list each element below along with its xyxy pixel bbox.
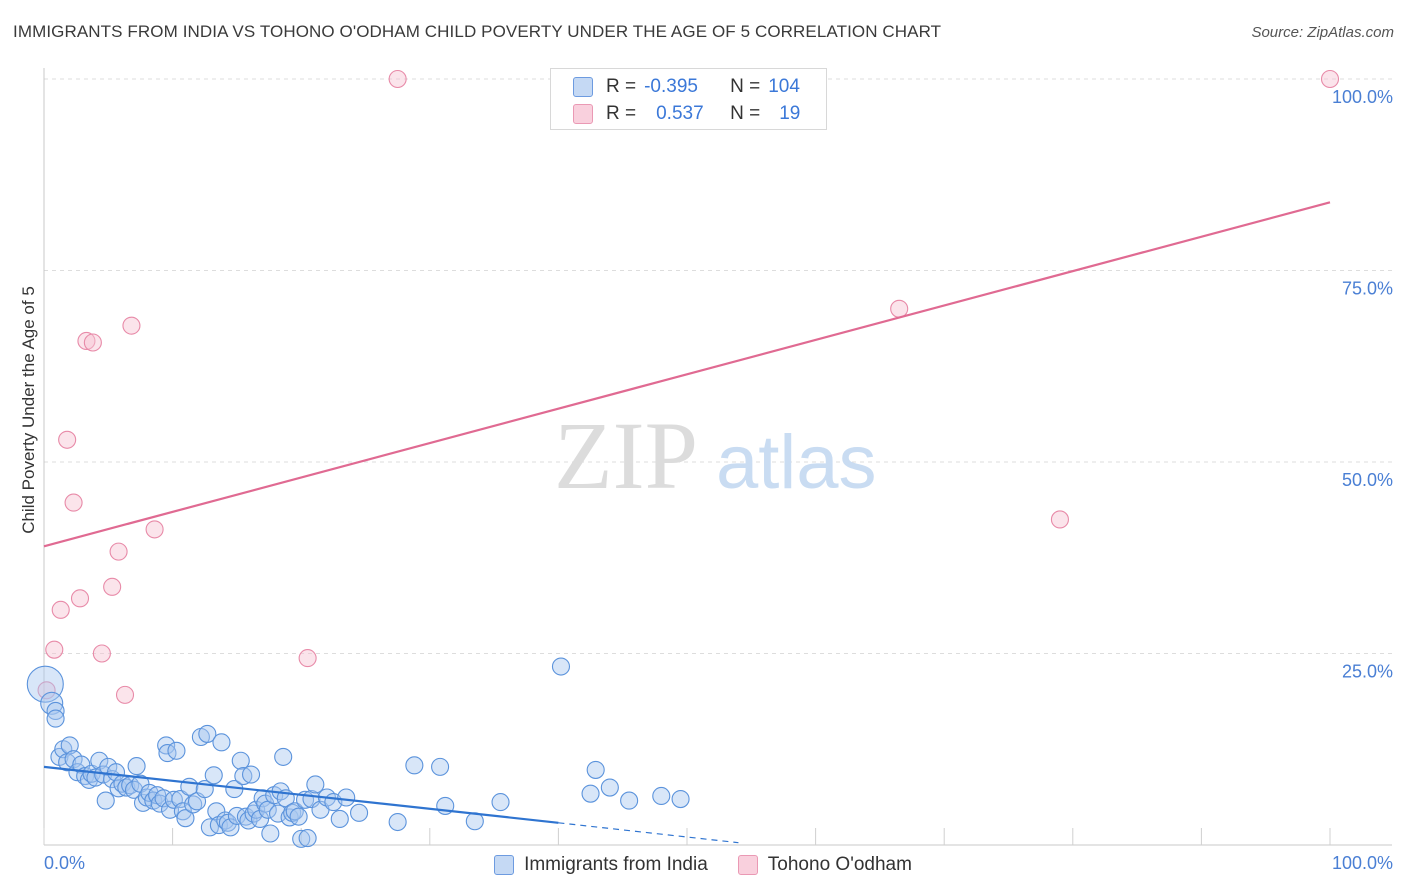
point-tohono [890, 299, 909, 318]
n-label: N = [730, 76, 761, 97]
x-tick-label: 100.0% [1332, 853, 1393, 873]
point-tohono [1050, 510, 1069, 529]
point-india [388, 812, 407, 832]
point-india [298, 829, 317, 848]
points-layer [26, 69, 1340, 848]
point-india [491, 793, 510, 812]
r-label: R = [606, 103, 637, 124]
series-legend: Immigrants from India Tohono O'odham [0, 852, 1406, 878]
trendline-tohono [43, 201, 1331, 548]
point-tohono [51, 600, 70, 619]
chart-title: IMMIGRANTS FROM INDIA VS TOHONO O'ODHAM … [13, 22, 942, 41]
n-label: N = [730, 103, 761, 124]
point-tohono [298, 649, 317, 668]
point-india [405, 756, 424, 775]
point-tohono [1320, 69, 1340, 89]
point-india [204, 766, 223, 785]
point-tohono [70, 589, 90, 608]
n-value: 104 [768, 76, 800, 97]
trend-layer [43, 201, 1331, 844]
point-tohono [45, 640, 64, 659]
r-value: 0.537 [656, 103, 704, 124]
legend-item-tohono: Tohono O'odham [737, 854, 912, 876]
point-tohono [115, 685, 135, 704]
point-india [127, 757, 146, 776]
point-india [212, 733, 231, 752]
point-india [176, 809, 195, 828]
point-india [581, 784, 600, 803]
point-india [96, 791, 115, 810]
point-tohono [77, 331, 96, 351]
legend-label-india: Immigrants from India [524, 854, 708, 875]
point-india [198, 724, 217, 743]
stats-legend: R = -0.395 N = 104 R = 0.537 N = 19 [550, 68, 827, 130]
y-tick-label: 50.0% [1342, 470, 1393, 490]
point-tohono [37, 681, 56, 700]
stats-legend-row-tohono: R = 0.537 N = 19 [573, 102, 800, 126]
trendline-india [43, 765, 559, 824]
point-india [234, 767, 253, 786]
point-india [231, 751, 250, 770]
point-india [167, 741, 186, 760]
point-india [600, 778, 619, 797]
point-tohono [109, 542, 128, 561]
y-axis-label-wrap: Child Poverty Under the Age of 5 [14, 200, 44, 620]
r-value: -0.395 [644, 76, 698, 97]
stats-legend-row-india: R = -0.395 N = 104 [573, 75, 800, 99]
point-tohono [83, 333, 102, 352]
grid-layer [43, 68, 1392, 846]
point-india [337, 788, 356, 807]
point-india [72, 755, 91, 774]
point-india [620, 791, 639, 810]
legend-label-tohono: Tohono O'odham [767, 854, 912, 875]
point-india [330, 809, 349, 829]
y-axis-label: Child Poverty Under the Age of 5 [19, 286, 38, 534]
point-india [157, 736, 176, 755]
r-label: R = [606, 76, 637, 97]
swatch-tohono [573, 104, 593, 124]
point-india [26, 665, 64, 703]
point-tohono [388, 69, 407, 89]
point-tohono [122, 316, 141, 335]
point-india [221, 818, 240, 837]
point-tohono [58, 430, 77, 449]
point-india [671, 789, 690, 809]
point-india [551, 657, 571, 676]
point-india [173, 802, 192, 821]
point-india [586, 760, 605, 779]
swatch-india [573, 77, 593, 97]
point-india [652, 786, 671, 806]
n-value: 19 [779, 103, 801, 124]
point-india [350, 803, 369, 822]
point-india [274, 747, 293, 766]
point-india [431, 757, 450, 776]
point-india [46, 709, 65, 728]
point-tohono [64, 493, 83, 512]
point-india [90, 751, 109, 770]
point-india [289, 807, 308, 826]
legend-item-india: Immigrants from India [494, 854, 708, 876]
source-label: Source: ZipAtlas.com [1251, 24, 1394, 41]
point-tohono [92, 644, 111, 663]
point-india [306, 775, 325, 794]
y-tick-label: 25.0% [1342, 662, 1393, 682]
point-tohono [145, 520, 164, 539]
point-india [60, 736, 79, 755]
legend-swatch-india [494, 855, 515, 875]
x-tick-label: 0.0% [44, 853, 85, 873]
point-india [261, 824, 280, 843]
legend-swatch-tohono [737, 855, 758, 875]
trendline-india-extension [558, 822, 739, 844]
point-india [241, 765, 261, 784]
point-tohono [103, 577, 122, 596]
watermark-zip: ZIP [554, 402, 698, 509]
watermark-atlas: atlas [716, 420, 877, 505]
tick-layer: 25.0% 50.0% 75.0% 100.0% 0.0% 100.0% [44, 87, 1393, 873]
point-india [292, 829, 311, 848]
y-tick-label: 100.0% [1332, 87, 1393, 107]
watermark: ZIP atlas [554, 402, 877, 509]
point-india [46, 701, 65, 721]
y-tick-label: 75.0% [1342, 279, 1393, 299]
